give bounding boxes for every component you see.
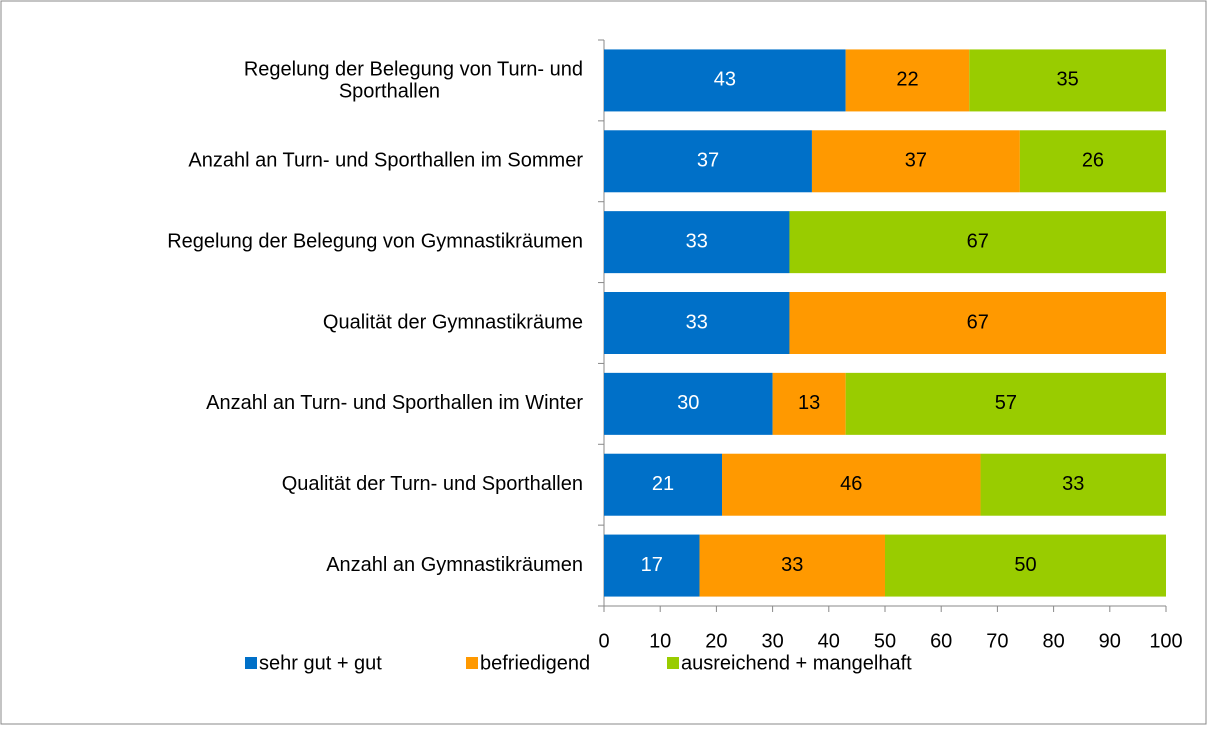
bar-segment bbox=[969, 49, 1166, 112]
bar-segment bbox=[772, 372, 846, 435]
bar-segment bbox=[980, 453, 1166, 516]
data-label: 37 bbox=[905, 150, 927, 172]
data-label: 35 bbox=[1057, 69, 1079, 91]
bar-segment bbox=[604, 372, 773, 435]
bar-segment bbox=[604, 211, 790, 274]
legend-label: befriedigend bbox=[480, 652, 590, 674]
bar-segment bbox=[845, 49, 970, 112]
bar-segment bbox=[789, 211, 1166, 274]
data-label: 46 bbox=[840, 473, 862, 495]
category-label: Anzahl an Turn- und Sporthallen im Somme… bbox=[188, 150, 583, 172]
bar-segment bbox=[604, 292, 790, 354]
x-tick-label: 70 bbox=[986, 630, 1008, 652]
data-label: 26 bbox=[1082, 150, 1104, 172]
data-label: 17 bbox=[641, 554, 663, 576]
x-tick-label: 90 bbox=[1099, 630, 1121, 652]
bar-segment bbox=[845, 372, 1166, 435]
category-label: Anzahl an Turn- und Sporthallen im Winte… bbox=[206, 392, 583, 414]
x-tick-label: 60 bbox=[930, 630, 952, 652]
bar-segment bbox=[699, 534, 885, 597]
legend-swatch bbox=[667, 657, 679, 669]
bar-segment bbox=[1019, 130, 1166, 193]
data-label: 21 bbox=[652, 473, 674, 495]
data-label: 33 bbox=[1062, 473, 1084, 495]
category-label: Regelung der Belegung von Turn- und Sport… bbox=[244, 59, 583, 103]
bar-segment bbox=[604, 49, 846, 112]
x-tick-label: 20 bbox=[705, 630, 727, 652]
data-label: 33 bbox=[686, 311, 708, 333]
legend-label: ausreichend + mangelhaft bbox=[681, 652, 912, 674]
bar-segment bbox=[604, 453, 723, 516]
data-label: 33 bbox=[781, 554, 803, 576]
x-tick-label: 100 bbox=[1149, 630, 1182, 652]
bar-segment bbox=[604, 534, 700, 597]
data-label: 50 bbox=[1014, 554, 1036, 576]
category-label: Regelung der Belegung von Gymnastikräume… bbox=[167, 230, 583, 252]
data-label: 57 bbox=[995, 392, 1017, 414]
bar-segment bbox=[885, 534, 1166, 597]
data-label: 67 bbox=[967, 230, 989, 252]
bar-segment bbox=[604, 130, 812, 193]
x-tick-label: 40 bbox=[818, 630, 840, 652]
data-label: 37 bbox=[697, 150, 719, 172]
x-tick-label: 50 bbox=[874, 630, 896, 652]
x-tick-label: 0 bbox=[598, 630, 609, 652]
x-tick-label: 80 bbox=[1042, 630, 1064, 652]
data-label: 43 bbox=[714, 69, 736, 91]
bar-segment bbox=[811, 130, 1020, 193]
data-label: 13 bbox=[798, 392, 820, 414]
category-label: Anzahl an Gymnastikräumen bbox=[326, 554, 583, 576]
bar-segment bbox=[722, 453, 981, 516]
data-label: 22 bbox=[896, 69, 918, 91]
category-label: Qualität der Gymnastikräume bbox=[323, 311, 583, 333]
bar-segment bbox=[789, 292, 1166, 354]
data-label: 30 bbox=[677, 392, 699, 414]
x-tick-label: 10 bbox=[649, 630, 671, 652]
legend-swatch bbox=[245, 657, 257, 669]
data-label: 67 bbox=[967, 311, 989, 333]
x-tick-label: 30 bbox=[761, 630, 783, 652]
data-label: 33 bbox=[686, 230, 708, 252]
category-label: Qualität der Turn- und Sporthallen bbox=[282, 473, 583, 495]
legend-label: sehr gut + gut bbox=[259, 652, 382, 674]
legend-swatch bbox=[466, 657, 478, 669]
